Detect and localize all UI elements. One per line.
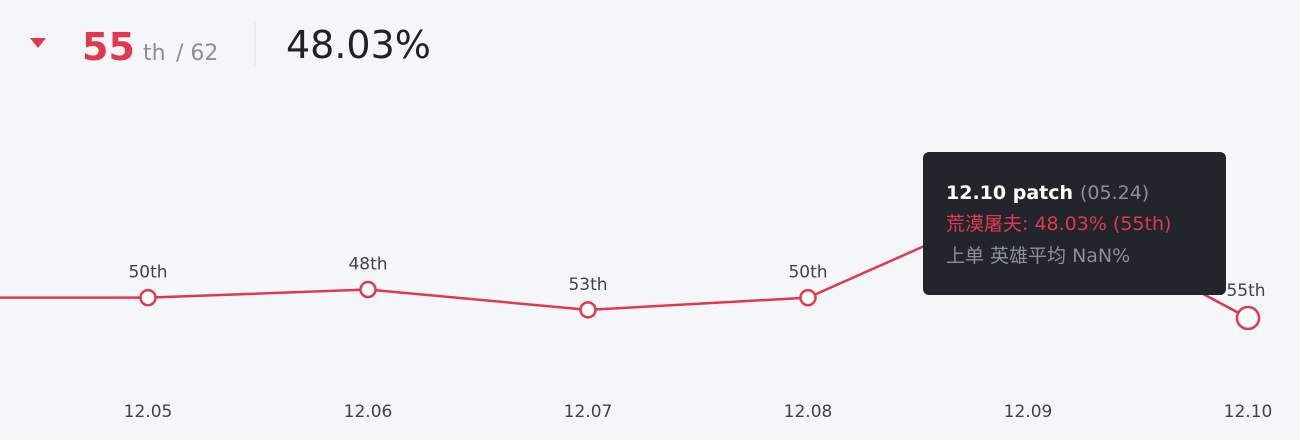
x-tick-label: 12.09 (1004, 402, 1053, 422)
tooltip: 12.10 patch (05.24) 荒漠屠夫: 48.03% (55th) … (923, 152, 1226, 295)
value-label: 55th (1226, 281, 1265, 301)
point (579, 301, 597, 319)
win-rate: 48.03% (286, 23, 431, 67)
tooltip-title: 12.10 patch (946, 182, 1073, 204)
tooltip-champion: 荒漠屠夫: 48.03% (55th) (946, 213, 1171, 235)
down-arrow (30, 38, 46, 48)
rank-total: / 62 (176, 41, 218, 66)
point (1235, 305, 1261, 331)
point (139, 288, 157, 307)
x-tick-label: 12.07 (564, 402, 613, 422)
value-label: 50th (788, 263, 827, 283)
value-label: 53th (568, 275, 607, 295)
chart: 50th48th53th50th26th55th12.0512.0612.071… (0, 165, 1272, 422)
point (799, 288, 817, 307)
x-tick-label: 12.05 (124, 402, 173, 422)
tooltip-box (923, 152, 1226, 295)
x-tick-label: 12.10 (1224, 402, 1273, 422)
rank: 55 (82, 25, 135, 69)
value-label: 50th (128, 263, 167, 283)
point (359, 280, 377, 299)
tooltip-date: (05.24) (1080, 182, 1149, 204)
tooltip-average: 上单 英雄平均 NaN% (946, 245, 1130, 267)
x-tick-label: 12.06 (344, 402, 393, 422)
rank-suffix: th (143, 41, 166, 66)
value-label: 48th (348, 255, 387, 275)
x-tick-label: 12.08 (784, 402, 833, 422)
